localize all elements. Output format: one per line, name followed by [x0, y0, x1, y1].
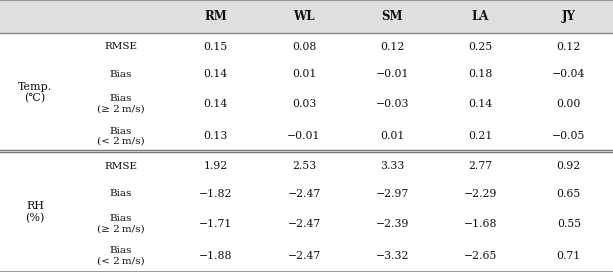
Text: −2.97: −2.97	[376, 189, 409, 199]
Text: Bias
(< 2 m/s): Bias (< 2 m/s)	[97, 126, 145, 146]
Text: 0.65: 0.65	[557, 189, 581, 199]
Text: 0.03: 0.03	[292, 99, 316, 109]
Text: 0.14: 0.14	[204, 99, 228, 109]
Text: −2.47: −2.47	[287, 251, 321, 261]
Text: 2.53: 2.53	[292, 161, 316, 171]
Text: −2.29: −2.29	[464, 189, 497, 199]
Text: −2.65: −2.65	[464, 251, 497, 261]
Text: RM: RM	[204, 10, 227, 23]
Text: 0.14: 0.14	[204, 69, 228, 79]
Text: JY: JY	[562, 10, 576, 23]
Text: 0.14: 0.14	[468, 99, 493, 109]
Text: −1.82: −1.82	[199, 189, 232, 199]
Text: 0.01: 0.01	[380, 131, 405, 141]
Text: 0.21: 0.21	[468, 131, 493, 141]
Bar	[0, 0, 613, 33]
Text: 0.55: 0.55	[557, 219, 581, 229]
Text: 0.92: 0.92	[557, 161, 581, 171]
Text: RMSE: RMSE	[105, 42, 137, 51]
Text: Bias: Bias	[110, 70, 132, 79]
Text: RMSE: RMSE	[105, 162, 137, 171]
Text: 0.25: 0.25	[468, 42, 493, 51]
Text: Temp.
(℃): Temp. (℃)	[18, 82, 52, 104]
Text: 0.13: 0.13	[204, 131, 228, 141]
Text: −2.47: −2.47	[287, 219, 321, 229]
Text: −0.01: −0.01	[287, 131, 321, 141]
Text: −0.01: −0.01	[376, 69, 409, 79]
Text: 0.15: 0.15	[204, 42, 228, 51]
Text: −0.04: −0.04	[552, 69, 585, 79]
Text: 2.77: 2.77	[468, 161, 493, 171]
Text: WL: WL	[293, 10, 315, 23]
Text: Bias
(< 2 m/s): Bias (< 2 m/s)	[97, 246, 145, 266]
Text: 0.12: 0.12	[557, 42, 581, 51]
Text: SM: SM	[381, 10, 403, 23]
Text: −0.05: −0.05	[552, 131, 585, 141]
Text: −2.47: −2.47	[287, 189, 321, 199]
Text: −3.32: −3.32	[376, 251, 409, 261]
Text: 0.18: 0.18	[468, 69, 493, 79]
Text: −1.68: −1.68	[464, 219, 497, 229]
Text: −0.03: −0.03	[376, 99, 409, 109]
Text: 0.71: 0.71	[557, 251, 581, 261]
Text: −1.88: −1.88	[199, 251, 232, 261]
Text: −1.71: −1.71	[199, 219, 232, 229]
Text: Bias
(≥ 2 m/s): Bias (≥ 2 m/s)	[97, 94, 145, 114]
Text: −2.39: −2.39	[376, 219, 409, 229]
Text: 0.00: 0.00	[557, 99, 581, 109]
Text: 1.92: 1.92	[204, 161, 228, 171]
Text: LA: LA	[472, 10, 489, 23]
Text: 3.33: 3.33	[380, 161, 405, 171]
Bar	[0, 33, 613, 272]
Text: 0.01: 0.01	[292, 69, 316, 79]
Text: RH
(%): RH (%)	[26, 201, 45, 223]
Text: Bias: Bias	[110, 189, 132, 198]
Text: Bias
(≥ 2 m/s): Bias (≥ 2 m/s)	[97, 214, 145, 233]
Text: 0.12: 0.12	[380, 42, 405, 51]
Text: 0.08: 0.08	[292, 42, 316, 51]
